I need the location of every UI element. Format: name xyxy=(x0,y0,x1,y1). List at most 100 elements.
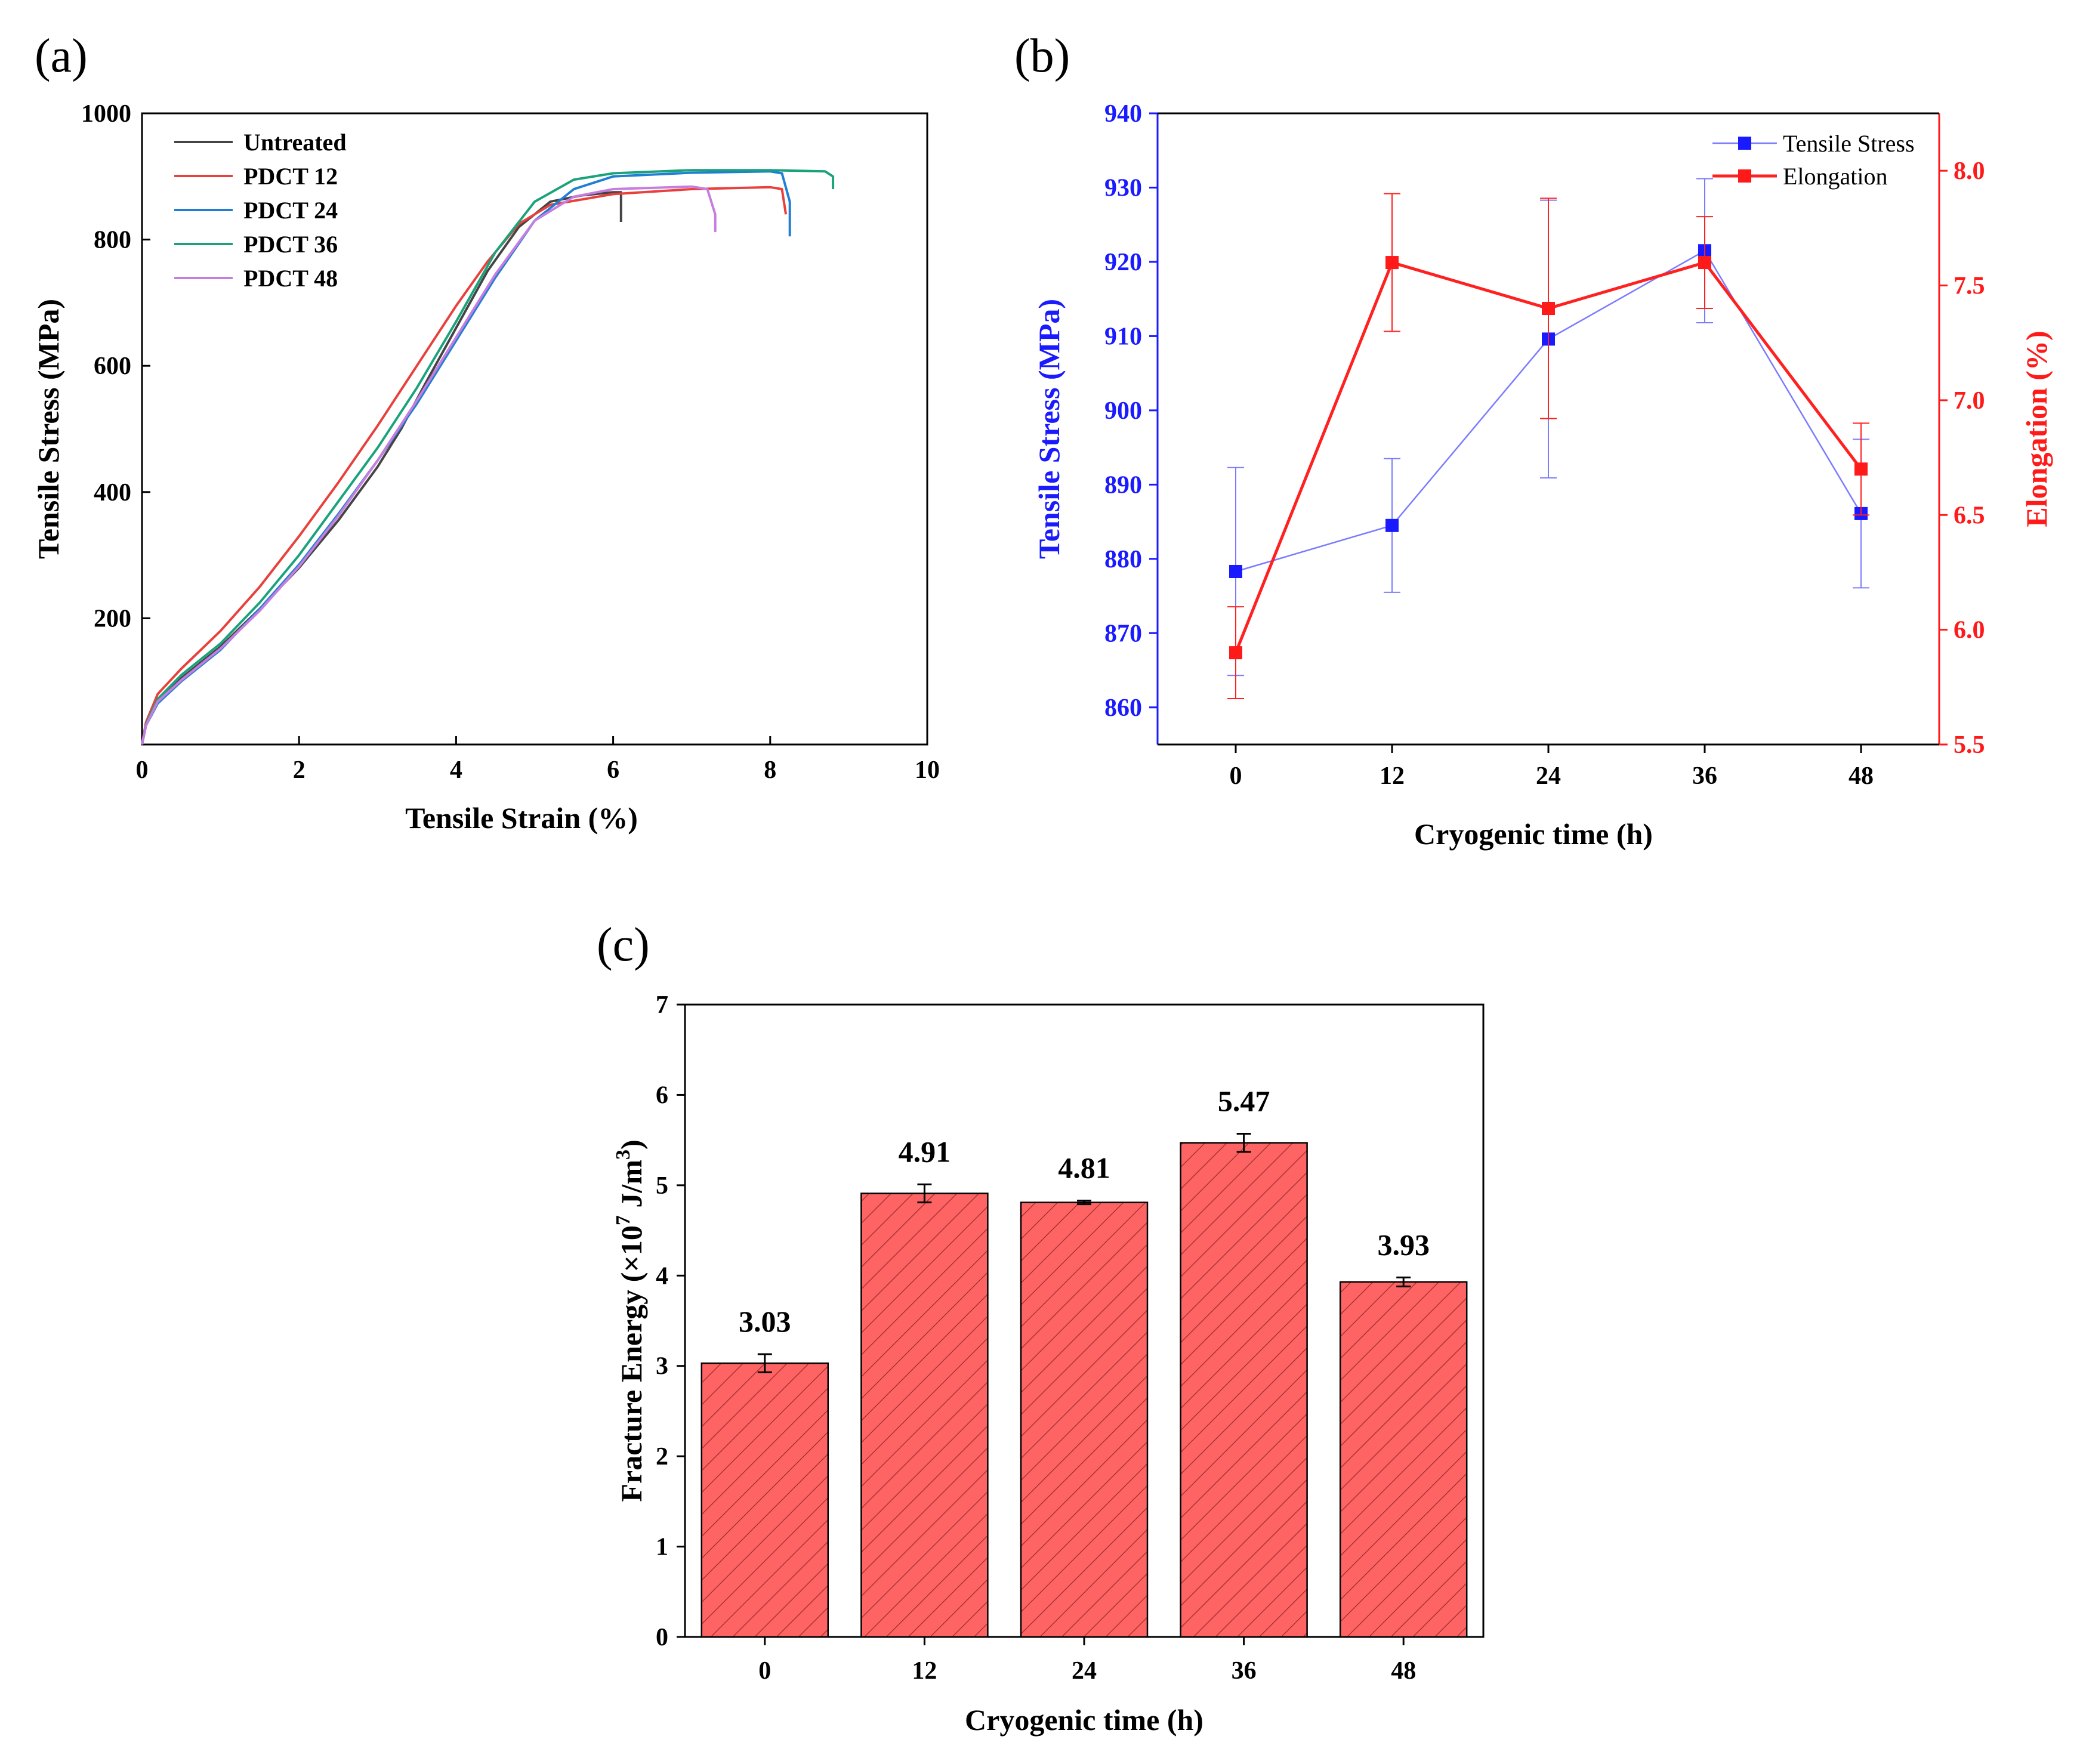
y-title-c-unit: J/m xyxy=(615,1160,648,1215)
data-point-b xyxy=(1229,564,1242,578)
legend-label-a: Untreated xyxy=(243,129,347,156)
x-tick-label-a: 2 xyxy=(293,756,305,784)
bar-c xyxy=(1339,1281,1468,1638)
y-tick-label-b: 940 xyxy=(1104,100,1142,128)
x-tick-label-a: 8 xyxy=(764,756,776,784)
y2-tick-label-b: 8.0 xyxy=(1954,157,1985,185)
data-point-b xyxy=(1698,256,1711,270)
series-line-a-pdct-36 xyxy=(141,169,835,745)
y-tick-label-b: 920 xyxy=(1104,249,1142,276)
bar-c xyxy=(860,1193,989,1638)
y-tick-label-a: 1000 xyxy=(81,100,131,128)
y-tick-label-b: 910 xyxy=(1104,323,1142,350)
y-tick-label-b: 900 xyxy=(1104,397,1142,425)
y-tick-label-c: 3 xyxy=(656,1353,668,1380)
series-group-a xyxy=(141,169,835,745)
data-point-b xyxy=(1229,646,1242,660)
y-title-c-main: Fracture Energy (×10 xyxy=(615,1225,648,1502)
y-tick-label-a: 600 xyxy=(94,353,131,380)
legend-marker-b xyxy=(1738,169,1751,183)
x-tick-label-c: 0 xyxy=(758,1657,771,1685)
y2-tick-label-b: 5.5 xyxy=(1954,731,1985,759)
y-tick-label-a: 800 xyxy=(94,227,131,254)
bar-c xyxy=(700,1362,829,1638)
series-line-a-pdct-12 xyxy=(141,186,788,745)
bar-c xyxy=(1180,1142,1308,1638)
x-tick-label-c: 24 xyxy=(1072,1657,1097,1685)
x-tick-label-c: 12 xyxy=(912,1657,937,1685)
chart-b: (b) 0 12 24 36 48 860 870 880 890 900 910 920 930 940… xyxy=(1014,30,2053,851)
x-tick-label-a: 10 xyxy=(915,756,940,784)
axis-ticks-b: 0 12 24 36 48 860 870 880 890 900 910 920 930 940 5.5 6… xyxy=(1104,100,1985,790)
data-point-b xyxy=(1854,462,1868,476)
bar-group-c: 3.03 4.91 4.81 5.47 3.93 xyxy=(700,1085,1468,1638)
legend-b: Tensile Stress Elongation xyxy=(1712,130,1915,190)
y-axis-title-c: Fracture Energy (×107 J/m3) xyxy=(612,1139,648,1502)
y-tick-label-b: 930 xyxy=(1104,174,1142,202)
x-axis-title-b: Cryogenic time (h) xyxy=(1414,817,1653,851)
y2-tick-label-b: 6.5 xyxy=(1954,502,1985,529)
bar-value-label-c: 5.47 xyxy=(1218,1085,1270,1118)
x-tick-label-b: 36 xyxy=(1692,762,1717,790)
y-tick-label-c: 6 xyxy=(656,1082,668,1109)
y-title-c-exp2: 3 xyxy=(612,1150,634,1160)
x-tick-label-b: 48 xyxy=(1849,762,1874,790)
x-axis-title-c: Cryogenic time (h) xyxy=(965,1703,1203,1737)
y-tick-label-b: 880 xyxy=(1104,546,1142,573)
y-tick-label-c: 2 xyxy=(656,1443,668,1470)
y-axis-title-b: Tensile Stress (MPa) xyxy=(1032,299,1066,559)
bar-value-label-c: 3.93 xyxy=(1377,1228,1430,1261)
legend-a: Untreated PDCT 12 PDCT 24 PDCT 36 PDCT 48 xyxy=(174,129,347,292)
x-tick-label-c: 48 xyxy=(1391,1657,1416,1685)
y-tick-label-c: 4 xyxy=(656,1262,668,1290)
y-axis-title-a: Tensile Stress (MPa) xyxy=(32,299,65,559)
bar-value-label-c: 3.03 xyxy=(739,1305,791,1338)
x-tick-label-c: 36 xyxy=(1232,1657,1257,1685)
legend-label-a: PDCT 48 xyxy=(243,265,338,292)
series-line-a-pdct-24 xyxy=(141,170,791,745)
y-title-c-exp: 7 xyxy=(612,1215,634,1225)
x-axis-title-a: Tensile Strain (%) xyxy=(405,801,638,835)
series-line-a-pdct-48 xyxy=(141,185,717,745)
y2-axis-title-b: Elongation (%) xyxy=(2020,330,2053,527)
panel-label-c: (c) xyxy=(597,919,650,971)
y-tick-label-a: 200 xyxy=(94,605,131,632)
y2-tick-label-b: 7.0 xyxy=(1954,387,1985,415)
y-title-c-close: ) xyxy=(615,1139,648,1150)
y-tick-label-c: 5 xyxy=(656,1172,668,1200)
series-line-a-untreated xyxy=(141,191,622,745)
y-tick-label-a: 400 xyxy=(94,479,131,506)
x-tick-label-b: 12 xyxy=(1380,762,1405,790)
chart-a: (a) 0 2 4 6 8 10 200 400 600 800 1000 Untreated PDC… xyxy=(32,30,940,835)
y2-tick-label-b: 7.5 xyxy=(1954,273,1985,300)
x-tick-label-a: 6 xyxy=(607,756,619,784)
bar-value-label-c: 4.81 xyxy=(1058,1151,1110,1185)
plot-frame-a xyxy=(141,112,928,746)
bar-value-label-c: 4.91 xyxy=(899,1135,951,1168)
legend-label-a: PDCT 24 xyxy=(243,197,338,224)
bar-c xyxy=(1020,1201,1149,1638)
data-point-b xyxy=(1385,256,1399,270)
y-tick-label-c: 0 xyxy=(656,1624,668,1651)
legend-label-b: Tensile Stress xyxy=(1783,130,1915,157)
legend-label-a: PDCT 12 xyxy=(243,163,338,190)
x-tick-label-b: 24 xyxy=(1536,762,1561,790)
data-point-b xyxy=(1385,518,1399,532)
panel-label-a: (a) xyxy=(35,30,88,82)
series-group-b xyxy=(1227,178,1869,700)
x-tick-label-a: 0 xyxy=(136,756,149,784)
axis-ticks-a: 0 2 4 6 8 10 200 400 600 800 1000 xyxy=(81,100,940,784)
y-tick-label-b: 860 xyxy=(1104,694,1142,722)
y-tick-label-b: 870 xyxy=(1104,620,1142,647)
panel-label-b: (b) xyxy=(1014,30,1070,82)
y-tick-label-c: 1 xyxy=(656,1534,668,1561)
legend-marker-b xyxy=(1738,137,1751,150)
x-tick-label-a: 4 xyxy=(450,756,462,784)
data-point-b xyxy=(1542,302,1555,316)
x-tick-label-b: 0 xyxy=(1230,762,1242,790)
y2-tick-label-b: 6.0 xyxy=(1954,617,1985,644)
y-tick-label-c: 7 xyxy=(656,991,668,1019)
